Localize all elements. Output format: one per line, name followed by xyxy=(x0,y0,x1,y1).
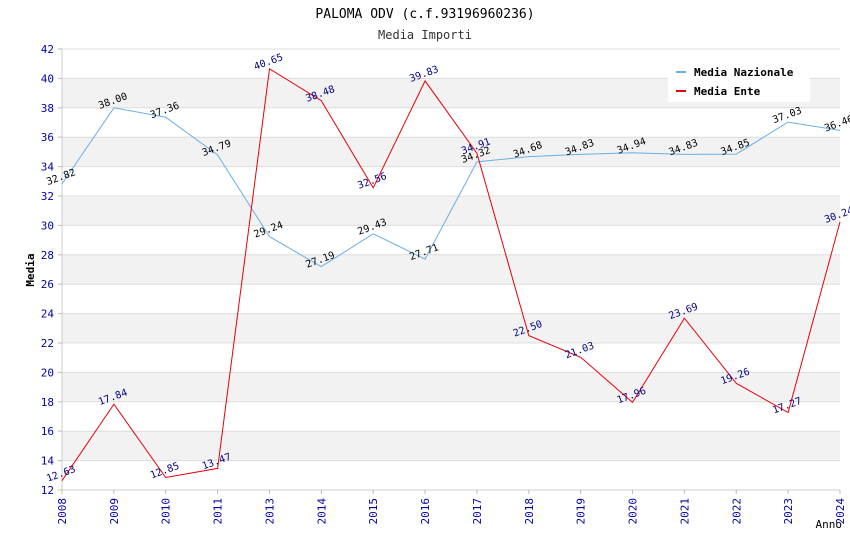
x-tick-label: 2019 xyxy=(575,498,588,525)
grid-bands xyxy=(62,78,840,461)
x-tick-label: 2011 xyxy=(212,498,225,525)
chart-title: PALOMA ODV (c.f.93196960236) xyxy=(315,7,534,22)
y-tick-label: 38 xyxy=(41,102,54,115)
x-tick-label: 2024 xyxy=(834,498,847,525)
series-line-media-ente xyxy=(61,67,841,481)
legend-entry: Media Nazionale xyxy=(694,66,794,79)
y-tick-label: 14 xyxy=(41,455,55,468)
legend-box xyxy=(668,60,810,102)
y-tick-label: 28 xyxy=(41,249,54,262)
y-tick-label: 34 xyxy=(41,161,55,174)
y-tick-label: 20 xyxy=(41,366,54,379)
y-tick-label: 42 xyxy=(41,43,54,56)
y-tick-label: 30 xyxy=(41,219,54,232)
y-tick-label: 16 xyxy=(41,425,54,438)
x-tick-label: 2009 xyxy=(108,498,121,525)
series-layer xyxy=(61,67,841,481)
y-tick-label: 22 xyxy=(41,337,54,350)
grid-band xyxy=(62,431,840,461)
data-label: 40.65 xyxy=(253,52,285,73)
grid-band xyxy=(62,254,840,285)
data-label: 21.03 xyxy=(564,341,596,362)
data-label: 36.46 xyxy=(823,114,850,135)
y-axis-ticks: 12 14 16 18 20 22 24 26 28 30 32 34 36 38 40 42 xyxy=(41,43,62,497)
x-tick-label: 2020 xyxy=(627,498,640,525)
y-tick-label: 24 xyxy=(41,308,55,321)
grid-band xyxy=(62,313,840,343)
legend-entry: Media Ente xyxy=(694,85,761,98)
series-line-media-nazionale xyxy=(61,107,841,268)
data-label: 12.85 xyxy=(149,461,181,482)
y-tick-label: 26 xyxy=(41,278,54,291)
y-tick-label: 32 xyxy=(41,190,54,203)
x-tick-label: 2010 xyxy=(160,498,173,525)
x-axis-label: Anno xyxy=(816,518,843,531)
y-axis-label: Media xyxy=(24,253,37,286)
x-tick-label: 2008 xyxy=(56,498,69,525)
y-tick-label: 18 xyxy=(41,396,54,409)
axes xyxy=(61,49,840,491)
x-tick-label: 2022 xyxy=(730,498,743,525)
chart-subtitle: Media Importi xyxy=(378,28,472,42)
x-tick-label: 2018 xyxy=(523,498,536,525)
x-tick-label: 2013 xyxy=(263,498,276,525)
grid-band xyxy=(62,372,840,402)
x-tick-label: 2016 xyxy=(419,498,432,525)
y-tick-label: 36 xyxy=(41,131,54,144)
legend: Media Nazionale Media Ente xyxy=(668,60,810,102)
x-axis-ticks: 2008 2009 2010 2011 2013 2014 2015 2016 2017 2018… xyxy=(56,490,847,525)
x-tick-label: 2015 xyxy=(367,498,380,525)
x-tick-label: 2023 xyxy=(782,498,795,525)
x-tick-label: 2021 xyxy=(678,498,691,525)
grid-band xyxy=(62,137,840,167)
x-tick-label: 2017 xyxy=(471,498,484,525)
data-label: 32.56 xyxy=(356,171,388,192)
x-tick-label: 2014 xyxy=(315,498,328,525)
y-tick-label: 12 xyxy=(41,484,54,497)
y-tick-label: 40 xyxy=(41,72,54,85)
